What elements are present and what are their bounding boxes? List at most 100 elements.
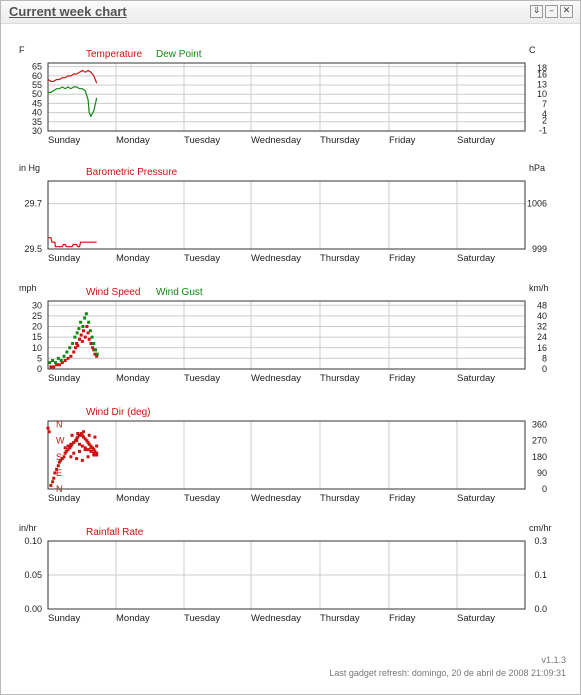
- chart-2: [47, 180, 526, 250]
- minimize-to-tray-button[interactable]: ⇓: [530, 5, 543, 18]
- day-label: Thursday: [320, 253, 360, 264]
- window-title[interactable]: Current week chart: [9, 4, 127, 19]
- data-point: [86, 455, 90, 459]
- right-tick-label: 0.0: [534, 604, 547, 614]
- data-point: [85, 325, 89, 328]
- data-point: [53, 471, 57, 475]
- data-point: [92, 348, 96, 352]
- data-point: [87, 442, 91, 446]
- day-label: Saturday: [457, 253, 495, 264]
- data-point: [80, 444, 84, 448]
- right-tick-label: 16: [537, 343, 547, 353]
- data-point: [75, 437, 79, 441]
- day-label: Wednesday: [251, 135, 301, 146]
- data-point: [79, 320, 83, 324]
- day-label: Friday: [389, 253, 416, 264]
- data-point: [83, 437, 87, 441]
- right-tick-label: 270: [532, 436, 547, 446]
- day-label: Thursday: [320, 493, 360, 504]
- data-point: [57, 363, 61, 367]
- left-tick-label: 35: [32, 117, 42, 127]
- data-point: [72, 350, 76, 354]
- day-label: Saturday: [457, 493, 495, 504]
- left-tick-label: 5: [37, 353, 42, 363]
- data-point: [89, 444, 93, 448]
- data-point: [59, 458, 63, 462]
- data-point: [76, 344, 80, 348]
- left-tick-label: 0.10: [24, 536, 42, 546]
- right-tick-label: 16: [537, 69, 547, 79]
- right-unit-label: km/h: [529, 283, 549, 293]
- left-tick-label: 55: [32, 80, 42, 90]
- data-point: [92, 448, 96, 452]
- data-point: [69, 354, 73, 358]
- data-point: [83, 316, 87, 320]
- data-point: [55, 363, 59, 367]
- right-tick-label: 1006: [527, 199, 547, 209]
- plot-frame: [47, 420, 526, 490]
- data-point: [75, 331, 79, 335]
- data-point: [91, 446, 95, 450]
- data-point: [94, 348, 98, 352]
- data-point: [63, 446, 67, 450]
- data-point: [49, 483, 53, 487]
- day-label: Friday: [389, 373, 416, 384]
- day-label: Wednesday: [251, 253, 301, 264]
- left-tick-label: 29.5: [24, 244, 42, 254]
- left-tick-label: 20: [32, 322, 42, 332]
- data-point: [75, 342, 79, 345]
- right-tick-label: 32: [537, 322, 547, 332]
- legend-label: Barometric Pressure: [86, 167, 178, 178]
- data-point: [69, 442, 73, 446]
- data-point: [60, 457, 64, 461]
- left-unit-label: in/hr: [19, 523, 37, 533]
- left-unit-label: F: [19, 45, 25, 55]
- data-point: [73, 346, 77, 350]
- legend-label: Wind Gust: [156, 287, 203, 298]
- data-point: [92, 453, 96, 457]
- data-point: [62, 354, 66, 358]
- data-point: [64, 449, 68, 453]
- data-point: [79, 432, 83, 436]
- data-point: [75, 439, 79, 443]
- legend-label: Dew Point: [156, 49, 202, 60]
- left-tick-label: 0: [37, 364, 42, 374]
- left-tick-label: 60: [32, 71, 42, 81]
- data-point: [48, 361, 52, 365]
- data-point: [80, 458, 84, 462]
- data-point: [93, 435, 97, 439]
- right-tick-label: 24: [537, 332, 547, 342]
- left-tick-label: 10: [32, 343, 42, 353]
- day-label: Monday: [116, 493, 150, 504]
- data-point: [93, 352, 97, 356]
- data-point: [91, 346, 95, 350]
- plot-frame: [47, 180, 526, 250]
- data-point: [69, 444, 73, 448]
- data-point: [76, 435, 80, 439]
- data-point: [80, 339, 84, 343]
- data-point: [87, 337, 91, 341]
- data-point: [79, 333, 83, 337]
- close-button[interactable]: ✕: [560, 5, 573, 18]
- day-label: Friday: [389, 613, 416, 624]
- data-point: [77, 337, 81, 341]
- legend-label: Wind Speed: [86, 287, 140, 298]
- right-tick-label: 7: [542, 99, 547, 109]
- data-point: [72, 451, 76, 455]
- left-tick-label: 0.05: [24, 570, 42, 580]
- day-label: Sunday: [48, 253, 80, 264]
- right-tick-label: 180: [532, 452, 547, 462]
- left-tick-label: 50: [32, 89, 42, 99]
- title-bar: Current week chart ⇓ – ✕: [1, 1, 580, 24]
- data-point: [63, 359, 67, 362]
- right-tick-label: 360: [532, 420, 547, 430]
- data-point: [56, 464, 60, 468]
- minimize-button[interactable]: –: [545, 5, 558, 18]
- data-point: [77, 433, 81, 437]
- series-line: [48, 86, 98, 118]
- day-label: Saturday: [457, 613, 495, 624]
- data-point: [76, 432, 80, 436]
- right-tick-label: 8: [542, 353, 547, 363]
- day-label: Tuesday: [184, 253, 220, 264]
- right-tick-label: 0.3: [534, 536, 547, 546]
